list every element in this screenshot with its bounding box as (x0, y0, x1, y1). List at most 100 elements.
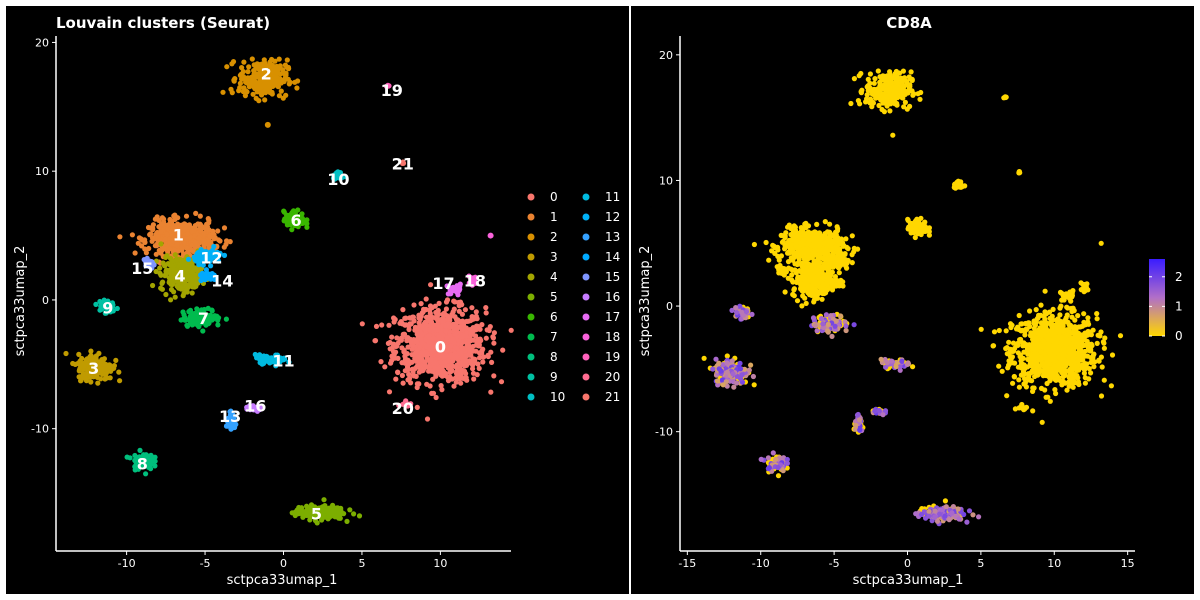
cell-point (278, 88, 284, 94)
cell-point (1042, 328, 1048, 334)
cell-point (177, 256, 183, 262)
cell-point (423, 327, 429, 333)
cell-point (1048, 327, 1054, 333)
cell-point (180, 235, 186, 241)
cell-point (148, 231, 154, 237)
cell-point (1034, 344, 1040, 350)
cell-point (826, 229, 833, 235)
cell-point (442, 370, 449, 377)
cell-point (147, 258, 153, 264)
cell-point (162, 272, 169, 278)
cell-point (97, 298, 103, 305)
cell-point (427, 303, 434, 309)
cell-point (171, 274, 177, 280)
cell-point (206, 313, 212, 319)
cell-point (453, 375, 459, 381)
cell-point (428, 282, 434, 288)
cell-point (142, 237, 148, 243)
cell-point (429, 314, 435, 320)
cell-point (211, 243, 217, 250)
cell-point (185, 266, 191, 272)
cell-point (432, 303, 438, 309)
cell-point (276, 56, 282, 62)
cell-point (405, 366, 411, 373)
cell-point (1043, 394, 1049, 400)
cell-point (463, 333, 469, 339)
cell-point (420, 366, 426, 373)
cell-point (902, 99, 908, 105)
cell-point (176, 285, 182, 291)
cell-point (416, 381, 422, 387)
cell-point (241, 85, 247, 91)
cell-point (114, 305, 120, 312)
y-axis-label: sctpca33umap_2 (13, 246, 28, 357)
cell-point (223, 316, 229, 322)
cell-point (1082, 380, 1088, 386)
legend-label: 1 (550, 210, 558, 224)
cluster-label: 12 (200, 248, 222, 267)
cell-point (1064, 360, 1070, 366)
cell-point (286, 359, 292, 365)
cell-point (189, 228, 195, 234)
cell-point (1052, 387, 1058, 393)
cell-point (168, 278, 174, 284)
cell-point (867, 71, 873, 77)
cell-point (880, 86, 886, 92)
cell-point (879, 77, 885, 83)
cell-point (436, 300, 442, 306)
cell-point (299, 211, 305, 217)
cell-point (259, 92, 265, 98)
cell-point (786, 222, 792, 228)
cell-point (320, 512, 327, 518)
cell-point (1004, 393, 1010, 399)
cell-point (1063, 315, 1069, 321)
legend-label: 0 (550, 190, 558, 204)
cell-point (1037, 313, 1043, 319)
cell-point (189, 242, 195, 248)
legend-label: 15 (605, 270, 620, 284)
cell-point (189, 269, 195, 275)
cell-point (211, 272, 217, 278)
cell-point (240, 69, 246, 75)
cell-point (180, 222, 186, 228)
cell-point (276, 93, 282, 99)
cell-point (162, 236, 168, 242)
cell-point (294, 507, 300, 513)
legend-key (527, 373, 535, 381)
legend-label: 17 (605, 310, 620, 324)
cell-point (1108, 383, 1114, 389)
cell-point (805, 248, 811, 254)
cell-point (443, 306, 449, 312)
cell-point (372, 338, 378, 344)
cell-point (195, 323, 201, 329)
cell-point (770, 242, 776, 248)
cell-point (264, 121, 271, 128)
cell-point (794, 298, 801, 304)
cell-point (426, 338, 432, 345)
cell-point (900, 68, 906, 74)
cell-point (894, 102, 900, 108)
cell-point (1016, 312, 1022, 319)
cell-point (724, 353, 730, 359)
cell-point (280, 356, 286, 362)
y-tick-label: -10 (31, 423, 49, 436)
cell-point (1010, 348, 1017, 354)
x-axis-label: sctpca33umap_1 (227, 573, 338, 588)
cell-point (191, 274, 197, 280)
cell-point (405, 344, 411, 350)
cluster-label: 7 (198, 309, 209, 328)
cell-point (1058, 303, 1064, 309)
cell-point (204, 222, 210, 228)
cell-point (373, 323, 380, 329)
cell-point (445, 378, 452, 384)
cell-point (488, 349, 494, 355)
cell-point (239, 65, 245, 71)
cell-point (254, 85, 261, 91)
cell-point (143, 471, 149, 477)
cell-point (827, 221, 833, 227)
cell-point (257, 404, 263, 410)
cell-point (321, 497, 327, 503)
cell-point (796, 233, 802, 239)
cell-point (152, 463, 158, 469)
cell-point (180, 266, 187, 273)
